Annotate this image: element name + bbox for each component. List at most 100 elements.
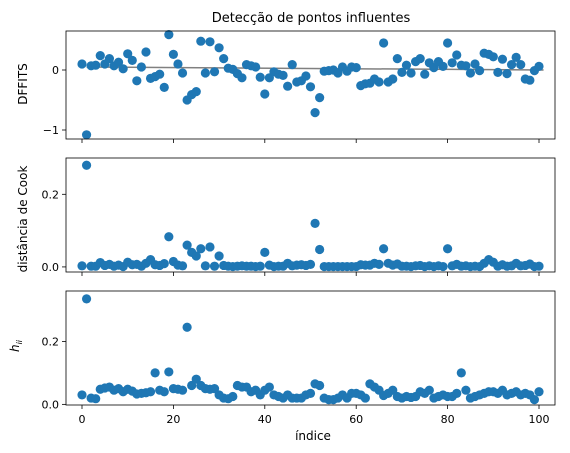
cooks-distance-point (315, 244, 325, 255)
dffits-point (127, 55, 137, 65)
chart-title: Detecção de pontos influentes (212, 11, 411, 26)
dffits-point (214, 43, 224, 53)
leverage-point (228, 391, 238, 402)
dffits-point (191, 87, 201, 97)
dffits-point (310, 108, 320, 118)
leverage-point (424, 385, 434, 395)
cooks-distance-point (305, 259, 316, 269)
dffits-point (301, 71, 311, 81)
cooks-distance-point (379, 244, 389, 254)
dffits-point (155, 69, 165, 79)
dffits-point (91, 60, 101, 70)
dffits-point (506, 60, 517, 70)
leverage-point (164, 367, 174, 377)
dffits-point (497, 54, 508, 64)
dffits-point (420, 69, 430, 79)
cooks-distance-point (164, 232, 174, 242)
cooks-distance-point (534, 261, 544, 271)
dffits-point (159, 82, 169, 92)
dffits-point (196, 36, 206, 46)
leverage-point (534, 387, 544, 397)
cooks-distance-point (214, 251, 224, 261)
dffits-panel: −1 0 (43, 29, 556, 143)
dffits-point (177, 68, 188, 78)
dffits-point (136, 62, 147, 72)
leverage-point (305, 388, 316, 398)
dffits-ylabel: DFFITS (16, 63, 30, 105)
leverage-xtick-label: 20 (166, 413, 180, 426)
dffits-point (351, 63, 361, 73)
cooks-distance-point (209, 261, 220, 271)
cooks-distance-point (177, 261, 188, 271)
dffits-point (388, 74, 398, 84)
leverage-point (159, 387, 169, 397)
cooks-distance-axes-frame (65, 157, 556, 273)
dffits-point (447, 58, 457, 68)
dffits-point (379, 38, 389, 48)
dffits-point (141, 47, 151, 57)
dffits-point (470, 59, 480, 69)
cooks-distance-point (374, 259, 384, 269)
dffits-point (123, 49, 133, 59)
dffits-point (113, 57, 124, 67)
leverage-xtick-label: 0 (78, 413, 85, 426)
dffits-point (516, 60, 526, 70)
leverage-point (177, 385, 188, 395)
cooks-distance-point (255, 261, 265, 271)
dffits-point (287, 60, 297, 70)
leverage-point (81, 294, 92, 304)
leverage-ytick-label: 0.2 (42, 335, 60, 348)
leverage-point (360, 393, 370, 403)
cooks-distance-point (77, 261, 87, 271)
dffits-point (95, 51, 105, 61)
dffits-point (200, 68, 210, 78)
dffits-point (315, 93, 325, 103)
leverage-point (529, 395, 540, 405)
dffits-point (493, 67, 503, 77)
dffits-point (474, 66, 485, 76)
leverage-point (315, 380, 325, 391)
leverage-xtick-label: 100 (529, 413, 550, 426)
index-xlabel: índice (295, 429, 331, 443)
dffits-point (164, 29, 174, 40)
cooks-distance-point (205, 242, 215, 252)
dffits-point (502, 69, 512, 79)
leverage-point (461, 385, 471, 395)
leverage-point (77, 390, 87, 400)
leverage-xtick-label: 80 (441, 413, 455, 426)
cooks-distance-point (191, 251, 201, 261)
leverage-point (150, 368, 160, 378)
dffits-point (118, 64, 128, 74)
leverage-xtick-label: 60 (349, 413, 363, 426)
dffits-point (251, 62, 261, 72)
dffits-point (81, 130, 92, 140)
cooks-distance-point (159, 259, 169, 269)
leverage-point (145, 387, 156, 397)
dffits-point (438, 61, 448, 71)
dffits-point (461, 61, 471, 71)
dffits-point (278, 70, 288, 80)
cooks-distance-point (310, 218, 320, 228)
dffits-point (219, 54, 229, 64)
leverage-xtick-label: 40 (258, 413, 272, 426)
dffits-point (305, 82, 316, 92)
cooks-distance-point (260, 247, 270, 257)
dffits-point (392, 54, 402, 64)
dffits-point (260, 89, 270, 99)
dffits-point (104, 54, 115, 64)
cooks-distance-ytick-label: 0.0 (42, 261, 60, 274)
cooks-distance-panel: 0.0 0.2 (42, 157, 556, 276)
dffits-point (397, 67, 407, 77)
leverage-axes-frame (65, 290, 556, 406)
dffits-point (173, 59, 183, 69)
leverage-panel: 0 20 40 60 80 100 0.0 0.2 (42, 290, 556, 426)
cooks-distance-ylabel: distância de Cook (16, 166, 30, 273)
dffits-point (401, 60, 412, 70)
dffits-point (525, 75, 535, 85)
dffits-point (488, 52, 498, 62)
cooks-distance-point (200, 261, 210, 271)
leverage-point (264, 382, 274, 392)
cooks-distance-point (438, 261, 448, 272)
dffits-point (534, 61, 544, 71)
